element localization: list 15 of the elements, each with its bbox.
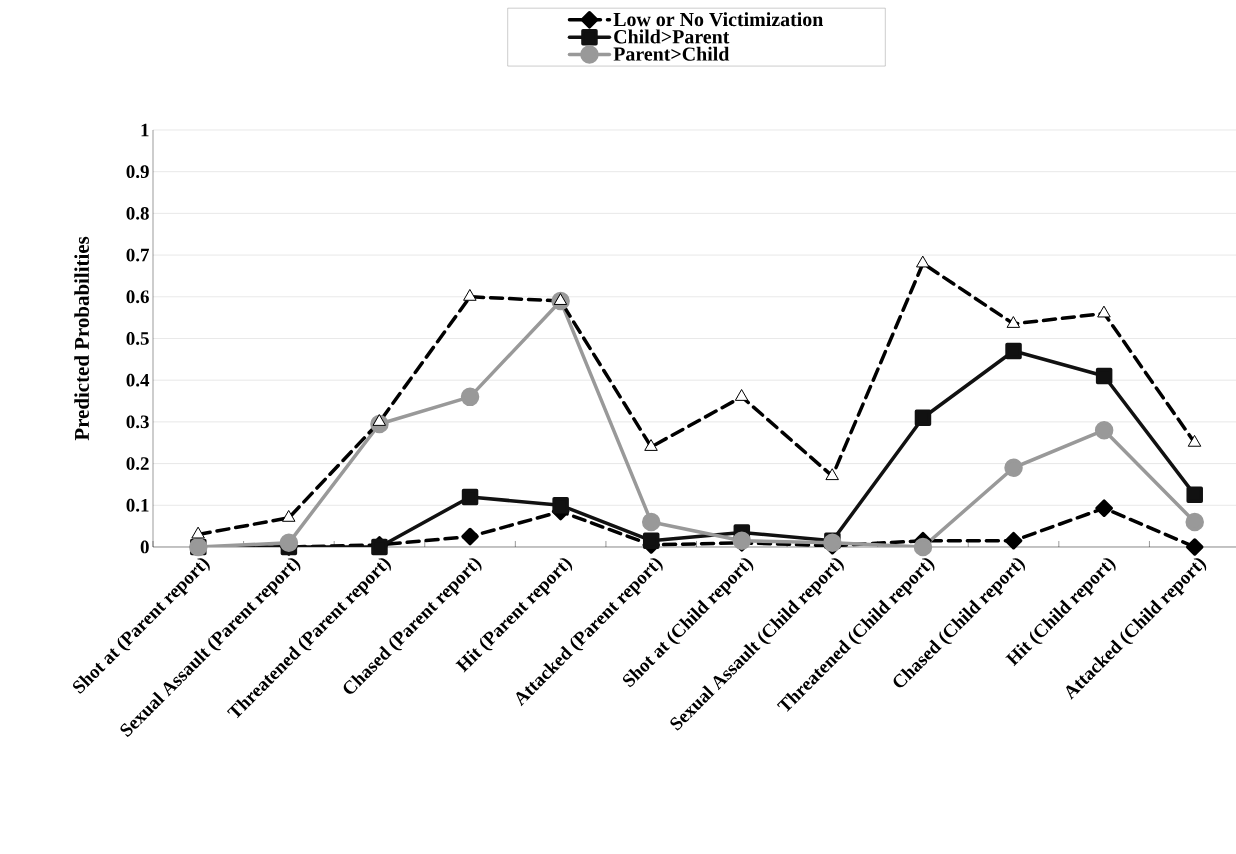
y-axis-title: Predicted Probabilities bbox=[74, 236, 89, 441]
y-tick-label: 0.7 bbox=[126, 248, 150, 262]
y-tick-label: 1 bbox=[141, 123, 149, 137]
legend-label: Child>Parent bbox=[614, 29, 730, 44]
y-tick-label: 0.5 bbox=[126, 332, 149, 345]
y-tick-label: 0.8 bbox=[126, 206, 149, 220]
y-tick-label: 0.2 bbox=[126, 457, 149, 471]
y-tick-label: 0 bbox=[140, 540, 149, 554]
y-tick-label: 0.1 bbox=[126, 498, 149, 512]
legend-label: Low or No Victimization bbox=[613, 12, 824, 27]
y-tick-label: 0.9 bbox=[126, 165, 149, 179]
y-tick-label: 0.3 bbox=[126, 415, 149, 429]
y-tick-label: 0.4 bbox=[126, 373, 150, 387]
legend-label: Parent>Child bbox=[613, 46, 730, 61]
y-tick-label: 0.6 bbox=[126, 290, 149, 304]
